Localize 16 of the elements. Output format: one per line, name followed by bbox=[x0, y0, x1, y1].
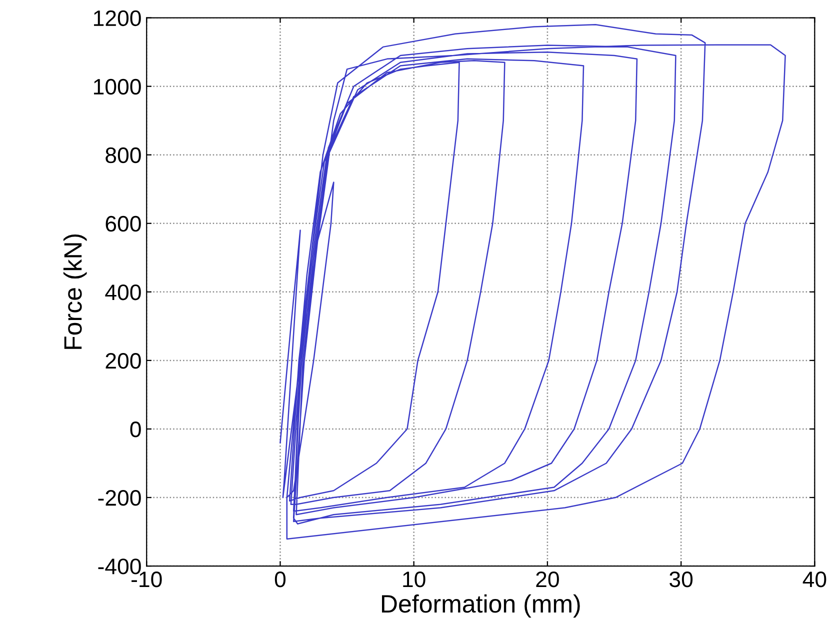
x-tick-label: 40 bbox=[802, 571, 826, 588]
y-tick-label: 200 bbox=[106, 352, 141, 369]
x-tick-label: 10 bbox=[403, 571, 426, 588]
y-axis-title: Force (kN) bbox=[63, 234, 87, 349]
y-tick-label: 400 bbox=[105, 284, 141, 300]
x-axis-title: Deformation (mm) bbox=[382, 594, 580, 618]
y-tick-label: 800 bbox=[106, 147, 141, 164]
x-tick-label: 20 bbox=[536, 571, 559, 588]
y-tick-label: -200 bbox=[98, 490, 141, 506]
y-tick-label: 1200 bbox=[94, 10, 141, 26]
x-tick-label: 30 bbox=[670, 571, 693, 588]
y-tick-label: 0 bbox=[130, 422, 141, 438]
y-tick-label: 1000 bbox=[94, 78, 141, 95]
y-tick-label: 600 bbox=[106, 216, 141, 232]
line-series bbox=[280, 24, 786, 540]
x-tick-label: 0 bbox=[274, 571, 286, 588]
